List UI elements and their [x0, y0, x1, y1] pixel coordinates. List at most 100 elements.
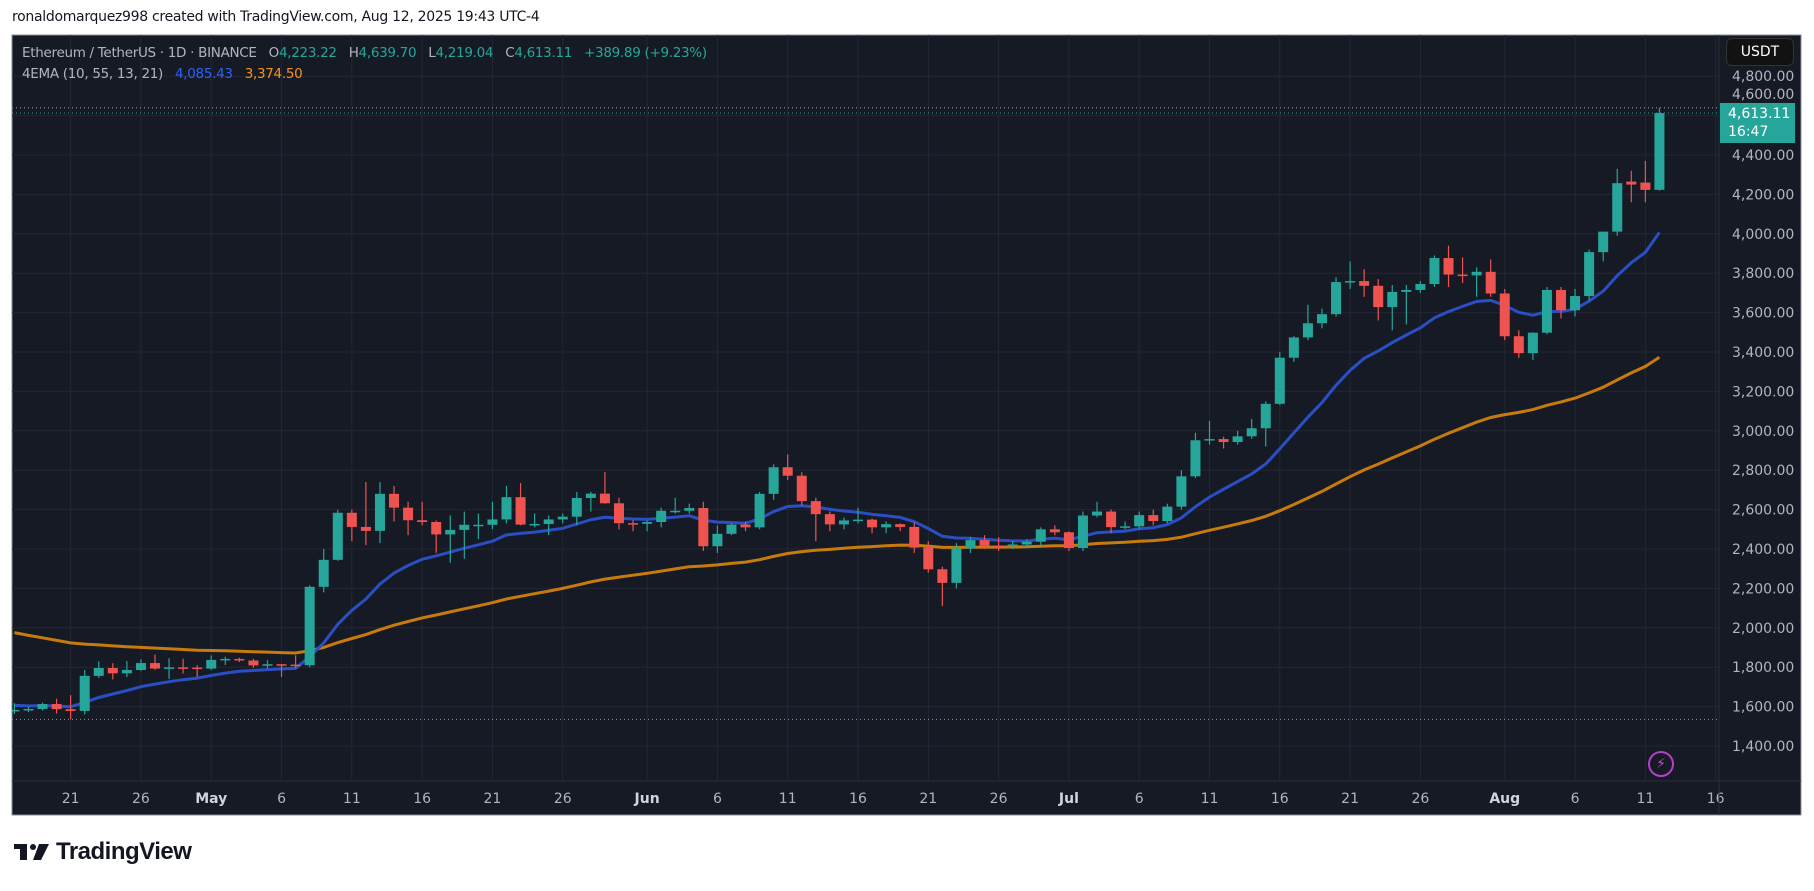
candle [613, 497, 624, 530]
high-value: 4,639.70 [358, 45, 417, 61]
indicator-legend-row: 4EMA (10, 55, 13, 21) 4,085.43 3,374.50 [22, 64, 707, 85]
candle [993, 537, 1004, 551]
candle [290, 655, 301, 669]
candle [543, 515, 554, 536]
candle-body [1063, 532, 1074, 549]
candle-body [12, 709, 20, 712]
candle-body [1359, 281, 1370, 286]
lightning-icon[interactable]: ⚡ [1648, 751, 1674, 777]
plot-area [12, 107, 1719, 720]
x-tick-label: 26 [132, 791, 150, 807]
y-tick-label: 2,200.00 [1732, 581, 1794, 597]
candle [557, 513, 568, 524]
candle [1120, 521, 1131, 530]
candle-body [1316, 314, 1327, 324]
ema-slow-value: 3,374.50 [244, 66, 303, 82]
candle [389, 485, 400, 522]
y-tick-label: 4,600.00 [1732, 87, 1794, 103]
candle [1302, 304, 1313, 341]
candle-body [262, 664, 273, 666]
candle [1288, 336, 1299, 362]
candle-body [135, 663, 146, 670]
symbol-title[interactable]: Ethereum / TetherUS · 1D · BINANCE [22, 45, 257, 61]
candle [459, 511, 470, 559]
candle-body [346, 512, 357, 527]
candle-body [1260, 403, 1271, 429]
candle [1274, 352, 1285, 406]
candle-body [304, 586, 315, 666]
x-tick-label: 26 [554, 791, 572, 807]
candle [1556, 286, 1566, 319]
candle-body [698, 508, 709, 547]
candle-body [1471, 271, 1482, 276]
candle [1190, 432, 1201, 479]
low-value: 4,219.04 [435, 45, 494, 61]
candle-body [23, 708, 34, 711]
candle [1246, 418, 1257, 439]
candle-body [79, 675, 90, 711]
last-price-value: 4,613.11 [1728, 106, 1791, 122]
y-tick-label: 4,400.00 [1732, 148, 1794, 164]
candle-body [796, 475, 807, 502]
low-label: L [428, 45, 436, 61]
candle-body [1654, 113, 1665, 190]
candle [1035, 527, 1046, 546]
candle-body [220, 658, 231, 661]
candle-body [754, 493, 765, 528]
candle [1077, 511, 1088, 551]
candle [853, 507, 863, 524]
candle [360, 482, 371, 546]
y-tick-label: 2,000.00 [1732, 621, 1794, 637]
candle-body [1204, 439, 1215, 441]
candle [599, 472, 610, 504]
candle-body [937, 569, 948, 583]
candle [965, 537, 976, 553]
bar-countdown: 16:47 [1728, 124, 1769, 140]
x-tick-label: 6 [713, 791, 722, 807]
candle-body [965, 540, 976, 549]
candle [1260, 401, 1271, 447]
candle [1626, 170, 1637, 203]
x-tick-label: 21 [62, 791, 80, 807]
candle [796, 472, 807, 506]
candle-body [417, 520, 428, 523]
candle-body [909, 526, 920, 548]
candle-body [1134, 515, 1145, 527]
candle [754, 491, 765, 530]
candle-body [1598, 231, 1609, 253]
candle [93, 661, 104, 679]
candle [431, 520, 442, 553]
candle-body [1232, 436, 1243, 443]
candle-body [1457, 274, 1468, 277]
candle [1429, 255, 1440, 287]
candle-body [234, 658, 245, 661]
candle [1106, 509, 1117, 534]
candle [1443, 245, 1454, 287]
candle-body [150, 663, 160, 669]
candle-body [628, 523, 639, 525]
candle [1176, 470, 1187, 510]
x-tick-label: Jun [634, 791, 660, 807]
candle-body [37, 704, 48, 709]
x-tick-label: 11 [779, 791, 797, 807]
candle [248, 658, 259, 668]
candle-body [571, 497, 582, 517]
candle [515, 483, 526, 526]
candle-body [529, 523, 540, 526]
candle [150, 654, 160, 670]
close-label: C [505, 45, 515, 61]
candle-body [121, 669, 132, 674]
candle [1415, 281, 1426, 293]
candle-body [1640, 182, 1651, 190]
candle-body [670, 510, 681, 513]
indicator-title[interactable]: 4EMA (10, 55, 13, 21) [22, 66, 163, 82]
candle-body [1246, 428, 1257, 437]
candle-body [501, 497, 512, 520]
x-tick-label: 16 [1707, 791, 1725, 807]
change-value: +389.89 (+9.23%) [584, 45, 707, 61]
currency-button[interactable]: USDT [1726, 38, 1794, 66]
candle [923, 541, 934, 573]
x-tick-label: 21 [919, 791, 937, 807]
candle [1513, 330, 1524, 358]
